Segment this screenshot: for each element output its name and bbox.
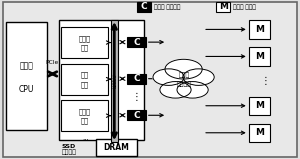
Text: 멀티: 멀티	[81, 72, 89, 78]
Text: C: C	[133, 74, 140, 83]
Text: 플래시: 플래시	[179, 72, 190, 78]
FancyBboxPatch shape	[61, 27, 108, 58]
FancyBboxPatch shape	[127, 37, 146, 47]
FancyBboxPatch shape	[111, 20, 118, 142]
Text: 호스트: 호스트	[19, 61, 33, 70]
FancyBboxPatch shape	[216, 2, 230, 12]
Text: 네트워크: 네트워크	[177, 81, 192, 87]
FancyBboxPatch shape	[6, 22, 46, 130]
FancyBboxPatch shape	[249, 47, 270, 66]
Circle shape	[165, 59, 202, 79]
Text: 코어: 코어	[81, 81, 89, 88]
Text: 내장메: 내장메	[79, 108, 91, 115]
Text: M: M	[219, 3, 228, 11]
FancyBboxPatch shape	[249, 20, 270, 38]
FancyBboxPatch shape	[136, 2, 151, 12]
Text: 이스: 이스	[81, 45, 89, 51]
Text: 모리: 모리	[81, 118, 89, 124]
FancyBboxPatch shape	[249, 97, 270, 115]
Text: 인터페: 인터페	[79, 35, 91, 42]
Text: ⋮: ⋮	[132, 92, 141, 102]
Text: SSD: SSD	[61, 144, 76, 149]
Circle shape	[153, 69, 184, 85]
Text: C: C	[133, 111, 140, 120]
Circle shape	[177, 82, 208, 98]
Text: M: M	[255, 52, 264, 61]
FancyBboxPatch shape	[96, 139, 136, 156]
Text: C: C	[140, 3, 147, 11]
Text: M: M	[255, 25, 264, 34]
Circle shape	[183, 69, 214, 85]
Text: ...: ...	[82, 135, 89, 141]
Text: 플래시 메모리: 플래시 메모리	[233, 4, 256, 10]
FancyBboxPatch shape	[127, 110, 146, 120]
Text: M: M	[255, 128, 264, 137]
Text: 컨트롤러: 컨트롤러	[61, 149, 76, 155]
FancyBboxPatch shape	[61, 100, 108, 131]
FancyBboxPatch shape	[3, 2, 297, 157]
FancyBboxPatch shape	[58, 20, 144, 140]
Text: ⋮: ⋮	[261, 76, 270, 86]
FancyBboxPatch shape	[127, 74, 146, 84]
Text: DRAM: DRAM	[103, 143, 129, 152]
Text: 플래시 컨트롤러: 플래시 컨트롤러	[154, 4, 180, 10]
FancyBboxPatch shape	[61, 64, 108, 95]
FancyBboxPatch shape	[249, 124, 270, 142]
Text: PCIe: PCIe	[46, 60, 59, 65]
Text: M: M	[255, 101, 264, 110]
Text: C: C	[133, 38, 140, 47]
Circle shape	[160, 82, 191, 98]
Text: 시스템버스: 시스템버스	[112, 74, 117, 88]
Text: CPU: CPU	[19, 85, 34, 94]
